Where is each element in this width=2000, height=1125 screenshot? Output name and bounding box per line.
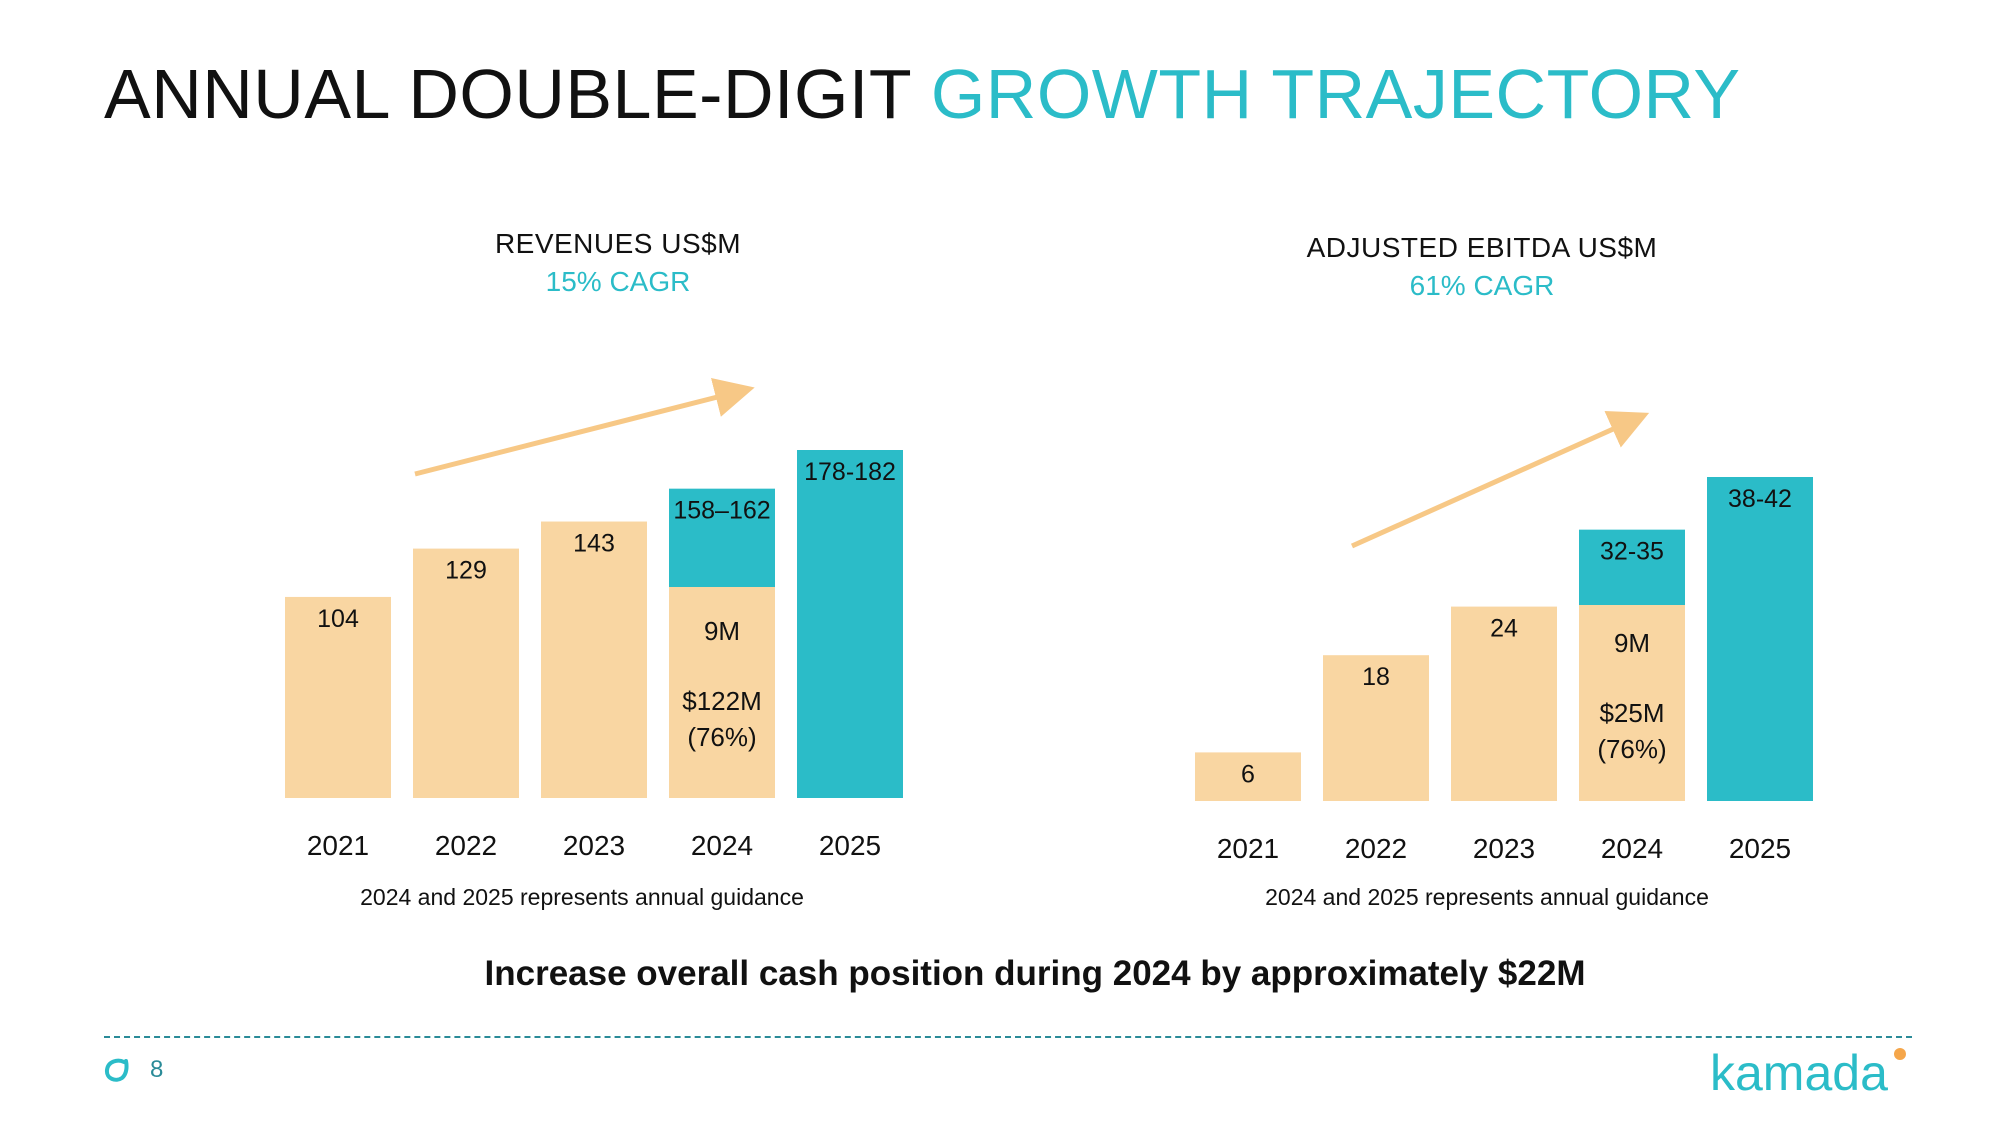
bar-2025 bbox=[797, 450, 903, 798]
bar-2023 bbox=[541, 521, 647, 798]
bar-2024-base bbox=[1579, 605, 1685, 801]
x-tick-2023: 2023 bbox=[563, 830, 625, 861]
page-title: ANNUAL DOUBLE-DIGIT GROWTH TRAJECTORY bbox=[104, 54, 1741, 134]
bar-2025-value-label: 38-42 bbox=[1728, 485, 1792, 513]
page-number: 8 bbox=[150, 1056, 164, 1083]
bar-2024-inner-label: 9M bbox=[1614, 628, 1650, 658]
x-tick-2021: 2021 bbox=[1217, 833, 1279, 864]
revenue-cagr: 15% CAGR bbox=[545, 266, 691, 297]
bar-2025 bbox=[1707, 477, 1813, 801]
title-part-2: GROWTH TRAJECTORY bbox=[930, 55, 1741, 133]
x-tick-2022: 2022 bbox=[1345, 833, 1407, 864]
bar-2021 bbox=[1195, 752, 1301, 801]
bar-2022-value-label: 129 bbox=[445, 557, 487, 585]
x-tick-2024: 2024 bbox=[691, 830, 753, 861]
bar-2024-inner-label: 9M bbox=[704, 616, 740, 646]
ebitda-chart: 6 2021 18 2022 24 2023 9M $25M (76%) 32-35 2024 38-… bbox=[1195, 411, 1813, 864]
bar-2022-value-label: 18 bbox=[1362, 663, 1390, 691]
revenue-footnote: 2024 and 2025 represents annual guidance bbox=[360, 884, 804, 910]
bar-2021 bbox=[285, 596, 391, 798]
revenue-chart: 104 2021 129 2022 143 2023 9M $122M (76%) 158–162… bbox=[285, 378, 903, 861]
ebitda-footnote: 2024 and 2025 represents annual guidance bbox=[1265, 884, 1709, 910]
cash-position-note: Increase overall cash position during 20… bbox=[484, 954, 1586, 993]
ebitda-chart-title: ADJUSTED EBITDA US$M bbox=[1306, 232, 1658, 263]
logo-text: kamada bbox=[1710, 1045, 1888, 1101]
kamada-mark-icon bbox=[102, 1056, 134, 1091]
bar-2024-inner-label: $122M bbox=[682, 686, 762, 716]
bar-2023 bbox=[1451, 606, 1557, 801]
revenue-chart-title: REVENUES US$M bbox=[494, 228, 742, 259]
bar-2025-value-label: 178-182 bbox=[804, 458, 896, 486]
revenue-chart-header: REVENUES US$M 15% CAGR bbox=[318, 228, 918, 298]
bar-2024-value-label: 158–162 bbox=[673, 497, 770, 525]
bar-2024-inner-label: (76%) bbox=[1597, 734, 1666, 764]
x-tick-2025: 2025 bbox=[1729, 833, 1791, 864]
bar-2023-value-label: 24 bbox=[1490, 615, 1518, 643]
trend-arrow bbox=[414, 378, 755, 477]
bar-2024-guidance bbox=[669, 488, 775, 587]
ebitda-chart-header: ADJUSTED EBITDA US$M 61% CAGR bbox=[1182, 232, 1782, 302]
footer-divider bbox=[104, 1036, 1912, 1038]
bar-2024-inner-label: $25M bbox=[1599, 698, 1664, 728]
x-tick-2023: 2023 bbox=[1473, 833, 1535, 864]
bar-2021-value-label: 6 bbox=[1241, 760, 1255, 788]
title-part-1: ANNUAL DOUBLE-DIGIT bbox=[104, 55, 911, 133]
x-tick-2021: 2021 bbox=[307, 830, 369, 861]
ebitda-cagr: 61% CAGR bbox=[1409, 270, 1555, 301]
kamada-logo: kamada bbox=[1710, 1044, 1910, 1109]
bar-2022 bbox=[1323, 655, 1429, 801]
x-tick-2025: 2025 bbox=[819, 830, 881, 861]
bar-2023-value-label: 143 bbox=[573, 530, 615, 558]
x-tick-2024: 2024 bbox=[1601, 833, 1663, 864]
logo-dot bbox=[1894, 1048, 1906, 1060]
bar-2024-value-label: 32-35 bbox=[1600, 538, 1664, 566]
bar-2022 bbox=[413, 548, 519, 798]
bar-2024-guidance bbox=[1579, 529, 1685, 605]
trend-arrow bbox=[1350, 411, 1650, 549]
x-tick-2022: 2022 bbox=[435, 830, 497, 861]
bar-2024-base bbox=[669, 587, 775, 798]
bar-2021-value-label: 104 bbox=[317, 605, 359, 633]
bar-2024-inner-label: (76%) bbox=[687, 722, 756, 752]
